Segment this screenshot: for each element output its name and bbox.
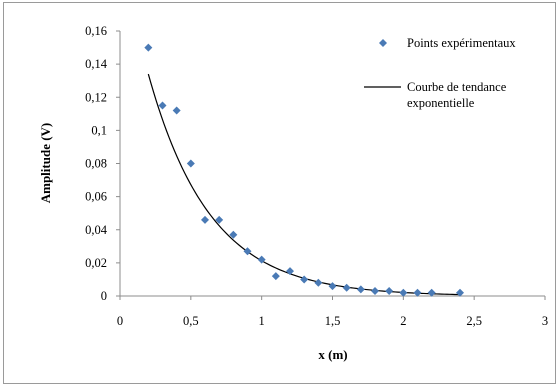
data-point	[243, 247, 252, 256]
data-point	[371, 287, 379, 296]
data-point	[286, 267, 294, 276]
data-point	[158, 101, 167, 110]
legend-label-trend-line1: Courbe de tendance	[407, 80, 507, 94]
x-tick-label: 0,5	[183, 314, 199, 328]
data-point	[427, 288, 436, 297]
chart-frame	[3, 2, 556, 384]
y-tick-label: 0,02	[85, 256, 107, 270]
y-axis-title: Amplitude (V)	[38, 123, 53, 204]
axes	[116, 30, 546, 300]
y-tick-label: 0,04	[85, 223, 108, 237]
x-axis-title: x (m)	[318, 347, 347, 362]
x-tick-label: 0	[117, 314, 123, 328]
data-point	[328, 282, 337, 291]
x-tick-labels: 0 0,5 1 1,5 2 2,5 3	[117, 314, 548, 328]
legend: Points expérimentaux Courbe de tendance …	[364, 36, 516, 110]
data-point	[257, 255, 266, 264]
data-point	[413, 288, 422, 297]
y-tick-label: 0,14	[85, 57, 108, 71]
y-tick-label: 0,12	[85, 90, 107, 104]
x-tick-label: 1,5	[325, 314, 341, 328]
data-point	[144, 43, 153, 52]
legend-label-points: Points expérimentaux	[407, 36, 516, 50]
y-tick-label: 0	[101, 289, 107, 303]
y-tick-label: 0,08	[85, 157, 107, 171]
data-point	[201, 215, 209, 224]
data-points	[144, 43, 464, 297]
x-tick-label: 2,5	[466, 314, 482, 328]
y-tick-label: 0,16	[85, 24, 107, 38]
y-tick-labels: 0 0,02 0,04 0,06 0,08 0,1 0,12 0,14 0,16	[85, 24, 108, 303]
data-point	[229, 230, 238, 239]
data-point	[186, 159, 195, 168]
x-tick-label: 1	[259, 314, 265, 328]
legend-label-trend-line2: exponentielle	[407, 96, 475, 110]
y-tick-label: 0,1	[91, 123, 107, 137]
data-point	[314, 278, 323, 287]
data-point	[172, 106, 181, 115]
data-point	[356, 285, 365, 294]
data-point	[342, 283, 351, 292]
legend-marker-points	[379, 39, 387, 47]
data-point	[456, 288, 464, 297]
x-tick-label: 3	[542, 314, 548, 328]
data-point	[300, 275, 309, 284]
x-tick-label: 2	[400, 314, 406, 328]
data-point	[215, 215, 224, 224]
data-point	[399, 288, 408, 297]
data-point	[385, 287, 394, 296]
y-tick-label: 0,06	[85, 190, 107, 204]
data-point	[271, 272, 280, 281]
